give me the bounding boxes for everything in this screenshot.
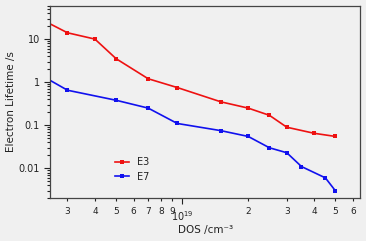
E7 (323, 176, 328, 179)
E3 (219, 100, 223, 103)
Line: E7: E7 (40, 74, 338, 193)
X-axis label: DOS /cm⁻³: DOS /cm⁻³ (178, 225, 233, 235)
E3 (65, 31, 70, 34)
E3 (40, 18, 44, 21)
E7 (40, 74, 44, 77)
E7 (267, 146, 272, 149)
E3 (146, 77, 150, 80)
Line: E3: E3 (40, 17, 338, 139)
E3 (246, 107, 250, 110)
E3 (267, 114, 272, 117)
Legend: E3, E7: E3, E7 (111, 153, 153, 186)
E3 (285, 126, 289, 129)
E3 (114, 57, 118, 60)
E7 (285, 151, 289, 154)
E7 (299, 165, 304, 168)
E7 (114, 99, 118, 102)
E3 (333, 135, 338, 138)
E3 (175, 86, 179, 89)
E7 (333, 189, 338, 192)
E7 (246, 135, 250, 138)
E3 (312, 132, 316, 135)
E3 (93, 38, 97, 40)
E7 (146, 107, 150, 110)
E7 (65, 89, 70, 92)
E7 (219, 129, 223, 132)
E7 (175, 122, 179, 125)
Y-axis label: Electron Lifetime /s: Electron Lifetime /s (5, 52, 16, 153)
